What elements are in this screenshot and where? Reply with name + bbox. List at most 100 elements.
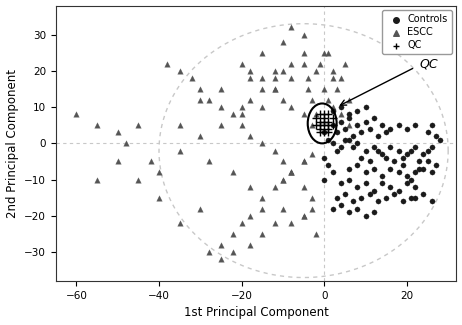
Point [300, 213, 307, 218]
Point [134, 123, 142, 128]
Point [308, 97, 316, 102]
Point [353, 206, 361, 211]
Point [308, 195, 316, 200]
Point [271, 148, 279, 153]
Point [366, 191, 373, 197]
Point [370, 210, 377, 215]
Point [188, 75, 196, 81]
Point [259, 231, 266, 237]
Point [279, 206, 286, 211]
Point [345, 166, 353, 171]
Point [341, 191, 349, 197]
Point [337, 75, 345, 81]
Point [329, 123, 336, 128]
Point [345, 115, 353, 121]
Point [325, 97, 332, 102]
Point [329, 105, 336, 110]
Point [370, 166, 377, 171]
Point [287, 105, 295, 110]
Point [399, 155, 407, 161]
Point [412, 170, 419, 175]
Point [333, 148, 340, 153]
Point [345, 97, 353, 102]
Point [287, 170, 295, 175]
Point [134, 177, 142, 182]
Point [403, 126, 411, 131]
Point [300, 50, 307, 55]
Point [387, 126, 394, 131]
Point [217, 242, 225, 248]
Point [230, 250, 237, 255]
Point [325, 112, 332, 117]
Point [259, 50, 266, 55]
Point [419, 152, 427, 157]
Point [300, 112, 307, 117]
Point [329, 141, 336, 146]
Point [366, 159, 373, 164]
Point [337, 181, 345, 186]
Point [424, 148, 431, 153]
Point [321, 130, 328, 135]
Point [387, 144, 394, 150]
Point [312, 115, 320, 121]
Point [432, 162, 439, 168]
Point [259, 75, 266, 81]
Point [300, 184, 307, 189]
Point [271, 86, 279, 92]
Point [321, 119, 328, 124]
Point [341, 137, 349, 142]
Point [337, 119, 345, 124]
Point [325, 162, 332, 168]
Point [279, 177, 286, 182]
Point [316, 112, 324, 117]
Point [325, 137, 332, 142]
Point [246, 97, 254, 102]
Point [374, 199, 382, 204]
Point [287, 221, 295, 226]
Point [325, 50, 332, 55]
Point [197, 97, 204, 102]
Point [238, 221, 245, 226]
Point [337, 112, 345, 117]
Point [353, 141, 361, 146]
Point [374, 148, 382, 153]
Point [415, 166, 423, 171]
Point [325, 119, 332, 124]
Point [217, 86, 225, 92]
Point [321, 123, 328, 128]
Point [333, 86, 340, 92]
Point [114, 159, 122, 164]
Point [176, 221, 183, 226]
Point [407, 195, 415, 200]
Point [300, 159, 307, 164]
Point [399, 199, 407, 204]
Point [329, 75, 336, 81]
Point [259, 105, 266, 110]
Point [362, 213, 369, 218]
Point [114, 130, 122, 135]
Point [205, 97, 212, 102]
Point [407, 148, 415, 153]
Point [387, 166, 394, 171]
Point [321, 177, 328, 182]
Point [349, 199, 357, 204]
Point [345, 210, 353, 215]
Point [312, 112, 320, 117]
Point [312, 68, 320, 73]
Text: QC: QC [419, 57, 438, 70]
Point [230, 112, 237, 117]
Point [362, 119, 369, 124]
Point [304, 75, 311, 81]
Point [279, 97, 286, 102]
Point [419, 166, 427, 171]
Point [415, 159, 423, 164]
Point [428, 199, 435, 204]
Point [419, 191, 427, 197]
Point [428, 144, 435, 150]
Point [395, 170, 402, 175]
Point [345, 137, 353, 142]
Point [316, 119, 324, 124]
Point [122, 141, 130, 146]
Point [333, 195, 340, 200]
Point [259, 206, 266, 211]
